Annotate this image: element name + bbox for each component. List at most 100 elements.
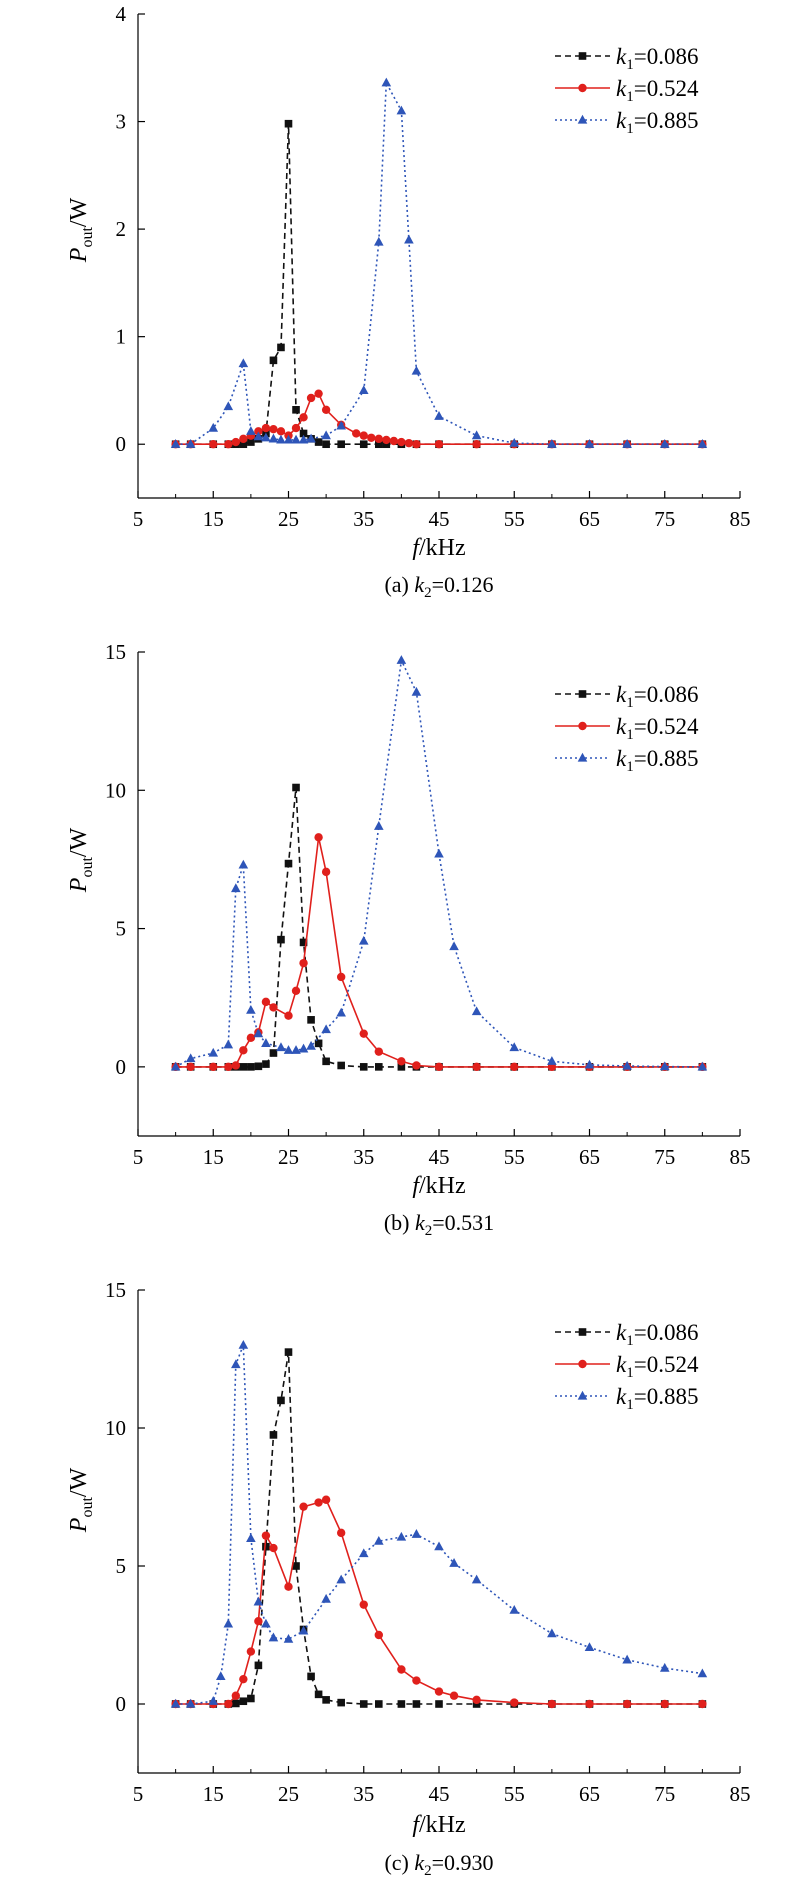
x-tick-label: 85 — [730, 1782, 751, 1806]
data-point — [375, 440, 383, 449]
data-point — [284, 1582, 293, 1591]
legend-marker — [577, 114, 588, 124]
data-point — [269, 1049, 278, 1057]
data-point — [374, 236, 384, 246]
data-point — [307, 1016, 315, 1024]
series-markers-1 — [171, 119, 707, 449]
data-point — [404, 234, 414, 244]
data-point — [253, 431, 264, 441]
y-tick-label: 15 — [105, 640, 126, 664]
series-markers-3 — [170, 655, 708, 1071]
series-markers-1 — [171, 783, 707, 1071]
data-point — [292, 783, 300, 792]
data-point — [231, 1061, 241, 1070]
data-point — [411, 686, 422, 696]
data-point — [397, 1063, 406, 1071]
data-point — [321, 1593, 331, 1603]
data-point — [224, 440, 233, 449]
data-point — [697, 1061, 708, 1071]
data-point — [697, 439, 708, 448]
data-point — [299, 1502, 308, 1511]
data-point — [547, 1699, 557, 1709]
data-point — [381, 77, 392, 87]
data-point — [283, 434, 294, 444]
data-point — [208, 1696, 219, 1705]
data-point — [396, 1531, 407, 1541]
data-point — [412, 1061, 421, 1070]
data-point — [284, 1011, 293, 1020]
data-point — [659, 1662, 670, 1672]
x-tick-label: 75 — [654, 1782, 675, 1806]
data-point — [336, 420, 346, 430]
data-point — [306, 1040, 316, 1050]
legend-marker — [578, 52, 587, 60]
series-markers-3 — [170, 1340, 708, 1708]
data-point — [314, 389, 323, 398]
data-point — [435, 1700, 443, 1708]
data-point — [397, 1057, 406, 1066]
x-tick-label: 15 — [203, 507, 224, 531]
y-tick-label: 0 — [116, 432, 127, 456]
data-point — [262, 1542, 270, 1551]
data-point — [231, 1359, 241, 1369]
data-point — [170, 1061, 181, 1071]
data-point — [291, 986, 301, 995]
data-point — [434, 1062, 444, 1072]
x-tick-label: 75 — [654, 1145, 675, 1169]
data-point — [284, 119, 293, 128]
legend-label: k1=0.086 — [616, 1320, 698, 1349]
y-tick-label: 5 — [116, 917, 127, 941]
data-point — [269, 424, 278, 434]
data-point — [412, 1700, 421, 1708]
x-axis-label: f/kHz — [412, 1812, 465, 1838]
data-point — [397, 1700, 406, 1708]
data-point — [547, 1056, 557, 1065]
data-point — [622, 1060, 632, 1070]
data-point — [622, 1654, 632, 1664]
y-axis-label: Pout/W — [66, 1467, 96, 1533]
data-point — [374, 434, 383, 444]
x-tick-label: 65 — [579, 1782, 600, 1806]
legend-marker — [577, 1390, 588, 1400]
y-tick-label: 10 — [105, 778, 126, 802]
data-point — [261, 432, 271, 442]
legend: k1=0.086 k1=0.524 k1=0.885 — [555, 682, 699, 775]
data-point — [208, 422, 219, 432]
data-point — [185, 439, 196, 448]
data-point — [660, 1699, 669, 1709]
data-point — [352, 429, 361, 438]
y-tick-label: 0 — [116, 1055, 127, 1079]
x-tick-label: 25 — [278, 1145, 299, 1169]
data-point — [239, 1697, 248, 1706]
legend-label: k1=0.885 — [616, 746, 698, 775]
data-point — [472, 1695, 481, 1705]
data-point — [261, 423, 271, 433]
data-point — [471, 1006, 482, 1016]
legend-label: k1=0.524 — [616, 714, 699, 743]
data-point — [359, 1600, 368, 1609]
data-point — [298, 434, 309, 444]
data-point — [253, 1028, 264, 1038]
data-point — [314, 1039, 323, 1048]
x-tick-label: 75 — [654, 507, 675, 531]
data-point — [697, 1668, 708, 1678]
data-point — [185, 1698, 196, 1708]
data-point — [269, 1431, 278, 1439]
data-point — [359, 440, 368, 449]
legend-marker — [578, 690, 587, 698]
data-point — [238, 358, 249, 368]
data-point — [434, 848, 444, 858]
data-point — [698, 1699, 707, 1709]
legend-label: k1=0.885 — [616, 108, 698, 137]
data-point — [261, 997, 271, 1007]
data-point — [254, 1661, 263, 1670]
data-point — [170, 439, 181, 448]
data-point — [238, 1340, 249, 1349]
data-point — [262, 1060, 270, 1068]
data-point — [375, 1063, 383, 1071]
data-point — [208, 1047, 219, 1057]
data-point — [291, 1045, 301, 1054]
data-point — [299, 429, 308, 438]
data-point — [246, 1004, 256, 1014]
